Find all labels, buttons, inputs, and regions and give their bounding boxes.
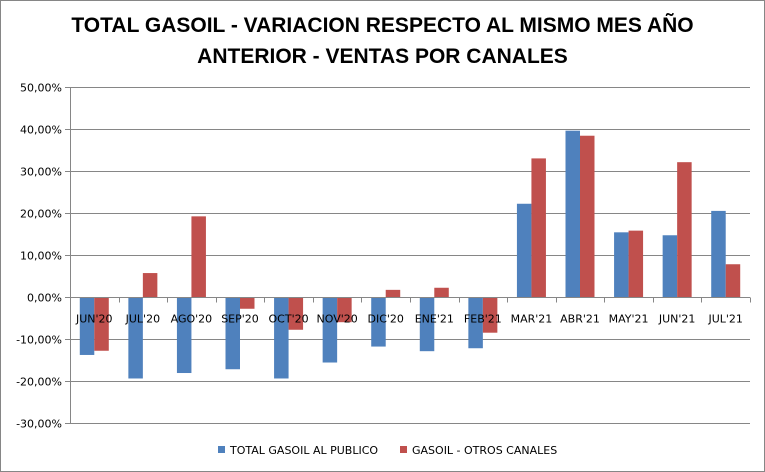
bar-publico-8 <box>468 297 483 349</box>
x-tick-label: AGO'20 <box>171 313 213 326</box>
x-axis-labels: JUN'20 JUL'20 AGO'20 SEP'20 OCT'20 NOV'20 DIC'… <box>75 313 743 326</box>
x-tick-label: JUN'20 <box>75 313 113 326</box>
chart-title-line-2: ANTERIOR - VENTAS POR CANALES <box>197 45 568 68</box>
bar-publico-9 <box>516 203 532 297</box>
bar-otros-7 <box>434 287 449 297</box>
bar-otros-3 <box>240 297 255 309</box>
x-tick-label: NOV'20 <box>317 313 358 326</box>
x-tick-label: MAR'21 <box>511 313 553 326</box>
x-tick-label: SEP'20 <box>221 313 259 326</box>
bar-publico-7 <box>419 297 435 352</box>
bar-publico-11 <box>614 232 629 297</box>
chart-title-line-1: TOTAL GASOIL - VARIACION RESPECTO AL MIS… <box>71 14 694 37</box>
y-tick-label: 50,00% <box>20 82 62 95</box>
x-tick-label: MAY'21 <box>609 313 649 326</box>
x-tick-label: ABR'21 <box>560 313 600 326</box>
legend-label: TOTAL GASOIL AL PUBLICO <box>229 444 378 457</box>
bar-otros-4 <box>288 297 304 330</box>
bar-otros-9 <box>531 158 546 297</box>
bar-publico-12 <box>662 235 678 297</box>
legend-swatch <box>400 446 407 453</box>
y-tick-label: -30,00% <box>16 418 62 431</box>
bar-otros-10 <box>580 135 595 297</box>
x-tick-label: JUL'21 <box>707 313 742 326</box>
y-tick-label: 0,00% <box>27 292 62 305</box>
bar-publico-6 <box>371 297 386 347</box>
x-tick-label: JUN'21 <box>658 313 696 326</box>
bar-otros-1 <box>142 273 158 297</box>
bar-publico-3 <box>225 297 240 370</box>
legend: TOTAL GASOIL AL PUBLICO GASOIL - OTROS CA… <box>218 444 557 457</box>
x-tick-label: OCT'20 <box>269 313 309 326</box>
bar-otros-11 <box>628 230 644 297</box>
bar-publico-1 <box>128 297 143 379</box>
bar-otros-6 <box>385 289 401 297</box>
y-tick-label: 30,00% <box>20 166 62 179</box>
bar-publico-2 <box>176 297 192 374</box>
y-tick-label: -10,00% <box>16 334 62 347</box>
x-tick-label: ENE'21 <box>415 313 454 326</box>
gridlines <box>70 87 750 424</box>
bar-otros-0 <box>94 297 109 351</box>
legend-label: GASOIL - OTROS CANALES <box>412 444 557 457</box>
bar-publico-10 <box>565 130 580 297</box>
bar-otros-13 <box>725 264 741 297</box>
x-tick-label: JUL'20 <box>125 313 160 326</box>
bar-publico-0 <box>79 297 95 355</box>
bar-otros-2 <box>191 216 206 297</box>
bar-otros-12 <box>677 162 692 297</box>
bars <box>79 130 741 379</box>
x-tick-label: DIC'20 <box>368 313 404 326</box>
chart-title: TOTAL GASOIL - VARIACION RESPECTO AL MIS… <box>0 10 765 72</box>
bar-publico-4 <box>274 297 289 379</box>
y-tick-label: 10,00% <box>20 250 62 263</box>
x-tick-label: FEB'21 <box>464 313 502 326</box>
y-tick-label: 40,00% <box>20 124 62 137</box>
axes <box>70 87 751 423</box>
bar-publico-5 <box>322 297 338 363</box>
bar-publico-13 <box>711 210 726 297</box>
bar-otros-8 <box>482 297 498 333</box>
y-axis-ticks: 50,00% 40,00% 30,00% 20,00% 10,00% 0,00% -10,0… <box>16 82 70 431</box>
legend-swatch <box>218 446 225 453</box>
bar-otros-5 <box>337 297 352 323</box>
y-tick-label: -20,00% <box>16 376 62 389</box>
y-tick-label: 20,00% <box>20 208 62 221</box>
